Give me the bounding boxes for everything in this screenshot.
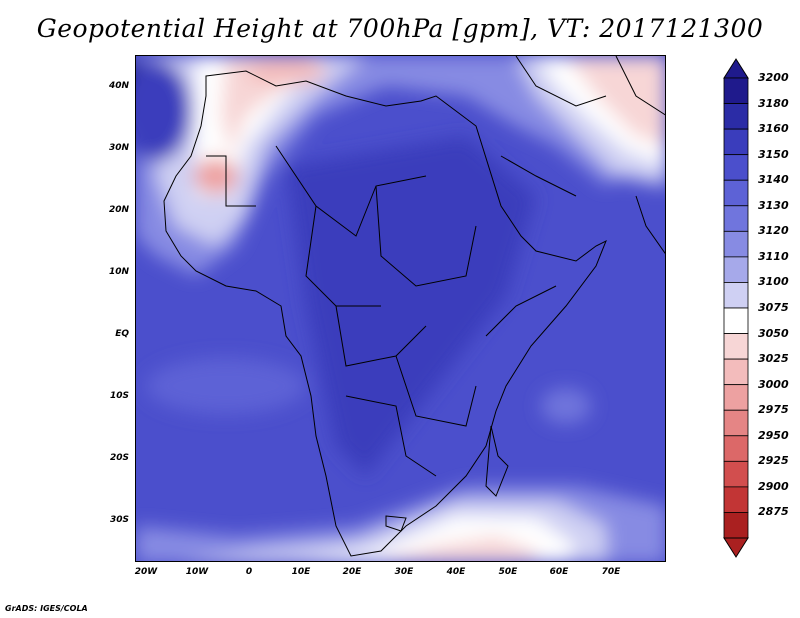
colorbar-label: 3200 (758, 71, 789, 84)
lon-label-50e: 50E (498, 567, 518, 577)
lon-label-20e: 20E (342, 567, 362, 577)
colorbar-label: 3180 (758, 96, 789, 110)
lon-label-0: 0 (245, 567, 253, 577)
lon-label-10e: 10E (291, 567, 311, 577)
colorbar-label: 2975 (758, 403, 789, 417)
colorbar-bottom-triangle (723, 537, 749, 558)
colorbar (721, 58, 751, 558)
colorbar-label: 2950 (758, 428, 789, 442)
colorbar-box (723, 384, 749, 411)
colorbar-box (723, 333, 749, 360)
colorbar-box (723, 179, 749, 207)
colorbar-top-triangle (723, 58, 749, 79)
colorbar-box (723, 512, 749, 539)
colorbar-box (723, 256, 749, 283)
colorbar-label: 3160 (758, 122, 789, 136)
colorbar-box (723, 230, 749, 258)
colorbar-box (723, 307, 749, 334)
map-panel (135, 55, 666, 562)
lat-label-20s: 20S (109, 453, 129, 463)
colorbar-box (723, 77, 749, 104)
colorbar-label: 2900 (758, 479, 789, 493)
colorbar-label: 3100 (758, 275, 789, 289)
colorbar-label: 3110 (758, 249, 789, 263)
colorbar-label: 3140 (758, 173, 789, 187)
colorbar-box (723, 205, 749, 232)
lat-label-10s: 10S (109, 391, 129, 401)
grads-credit: GrADS: IGES/COLA (5, 604, 88, 613)
colorbar-label: 2925 (758, 454, 789, 468)
colorbar-label: 3025 (758, 352, 789, 366)
lat-label-10n: 10N (108, 267, 129, 277)
colorbar-boxes (723, 58, 749, 558)
lat-label-40n: 40N (108, 81, 129, 91)
lon-label-70e: 70E (601, 567, 621, 577)
colorbar-box (723, 460, 749, 488)
colorbar-box (723, 409, 749, 437)
lon-label-10w: 10W (185, 567, 209, 577)
colorbar-label: 3000 (758, 377, 789, 391)
colorbar-box (723, 154, 749, 181)
colorbar-box (723, 358, 749, 386)
lat-label-30n: 30N (108, 143, 129, 153)
colorbar-label: 3120 (758, 224, 789, 238)
coastlines (163, 56, 665, 557)
colorbar-box (723, 435, 749, 462)
lon-label-20w: 20W (134, 567, 158, 577)
lat-label-30s: 30S (109, 515, 129, 525)
lat-label-eq: EQ (115, 329, 129, 339)
lat-label-20n: 20N (108, 205, 129, 215)
map-title: Geopotential Height at 700hPa [gpm], VT:… (36, 14, 764, 43)
lon-label-30e: 30E (394, 567, 414, 577)
colorbar-box (723, 103, 749, 130)
lon-label-60e: 60E (549, 567, 569, 577)
colorbar-label: 3075 (758, 301, 789, 314)
colorbar-box (723, 128, 749, 156)
colorbar-label: 3050 (758, 326, 789, 340)
colorbar-box (723, 486, 749, 513)
colorbar-label: 3130 (758, 198, 789, 212)
lon-label-40e: 40E (446, 567, 466, 577)
colorbar-label: 2875 (758, 505, 789, 519)
colorbar-box (723, 282, 749, 309)
colorbar-label: 3150 (758, 147, 789, 161)
geopotential-field (136, 56, 665, 561)
